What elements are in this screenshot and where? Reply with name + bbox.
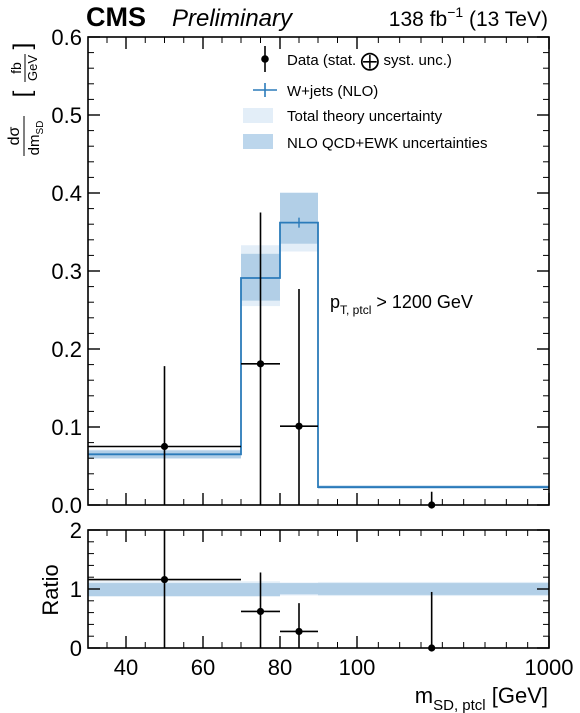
ratio-ytick-label-2: 2 — [70, 518, 82, 543]
main-ytick-label-3: 0.3 — [51, 259, 82, 284]
data-point-3 — [428, 491, 436, 509]
data-point-0 — [88, 366, 241, 505]
ratio-data-points — [88, 530, 436, 652]
legend-label-total-theory: Total theory uncertainty — [287, 108, 443, 125]
ylabel-den: dmSD — [26, 121, 46, 156]
main-ytick-label-1: 0.1 — [51, 415, 82, 440]
ylabel-unit-num: fb — [8, 62, 24, 74]
data-point-1 — [241, 212, 280, 505]
ratio-point-0 — [88, 530, 241, 648]
ratio-marker-1 — [256, 607, 265, 616]
legend-label-nlo: NLO QCD+EWK uncertainties — [287, 135, 488, 152]
experiment-label: CMS — [86, 2, 146, 32]
main-ytick-label-4: 0.4 — [51, 181, 82, 206]
pt-cut-annotation: pT, ptcl > 1200 GeV — [330, 292, 473, 317]
ratio-point-3 — [428, 591, 436, 652]
ylabel-bracket-right: ] — [9, 43, 36, 50]
lumi-value: 138 fb — [389, 8, 447, 31]
data-marker-1 — [256, 360, 265, 368]
main-ytick-label-2: 0.2 — [51, 337, 82, 362]
x-tick-label-0: 40 — [114, 655, 138, 680]
legend-label-data: Data (stat. ⨁ syst. unc.) — [287, 51, 452, 72]
prediction-step-line — [88, 221, 549, 488]
ratio-nlo-band-bin-3 — [318, 583, 549, 595]
ratio-ytick-label-1: 1 — [70, 577, 82, 602]
lumi-label: 138 fb−1 (13 TeV) — [389, 4, 548, 31]
x-tick-label-4: 1000 — [525, 655, 574, 680]
main-axes: 0.0 0.1 0.2 0.3 0.4 0.5 0.6 — [51, 25, 550, 518]
ratio-marker-2 — [295, 627, 303, 636]
main-ytick-label-0: 0.0 — [51, 493, 82, 518]
legend-label-line: W+jets (NLO) — [287, 83, 378, 100]
energy-label: (13 TeV) — [469, 8, 548, 31]
data-marker-2 — [295, 422, 303, 430]
status-label: Preliminary — [172, 5, 294, 32]
x-tick-label-2: 80 — [268, 655, 292, 680]
legend-entry-nlo: NLO QCD+EWK uncertainties — [243, 134, 488, 152]
main-y-axis-label: dσ dmSD [ fb GeV ] — [6, 43, 46, 156]
legend-entry-total-theory: Total theory uncertainty — [243, 108, 443, 125]
main-data-points — [88, 212, 436, 509]
x-tick-label-1: 60 — [191, 655, 215, 680]
x-tick-label-3: 100 — [339, 655, 376, 680]
ylabel-unit-den: GeV — [25, 55, 40, 81]
ratio-point-2 — [280, 603, 318, 648]
ylabel-num: dσ — [6, 126, 23, 145]
ratio-nlo-band-bin-2 — [280, 583, 318, 595]
ratio-point-1 — [241, 572, 280, 648]
legend: Data (stat. ⨁ syst. unc.) W+jets (NLO) T… — [243, 46, 488, 152]
data-marker-0 — [160, 442, 169, 451]
legend-entry-data: Data (stat. ⨁ syst. unc.) — [261, 46, 452, 72]
ratio-uncertainty-bands — [88, 581, 549, 597]
lumi-exponent: −1 — [447, 4, 463, 20]
ratio-ytick-label-0: 0 — [70, 636, 82, 661]
main-ytick-label-5: 0.5 — [51, 103, 82, 128]
main-ytick-label-6: 0.6 — [51, 25, 82, 50]
ylabel-bracket-left: [ — [9, 90, 36, 97]
ratio-marker-0 — [160, 575, 169, 584]
ratio-axes: 0 1 2 40 60 80 100 1000 — [70, 518, 574, 680]
data-point-2 — [280, 288, 318, 505]
legend-band-light-icon — [243, 108, 273, 123]
main-prediction-line — [88, 217, 549, 488]
oplus-icon: ⨁ — [360, 51, 379, 72]
x-axis-label: mSD, ptcl [GeV] — [415, 683, 548, 713]
legend-entry-line: W+jets (NLO) — [253, 83, 378, 100]
ratio-y-axis-label: Ratio — [38, 564, 63, 615]
legend-band-dark-icon — [243, 134, 273, 149]
